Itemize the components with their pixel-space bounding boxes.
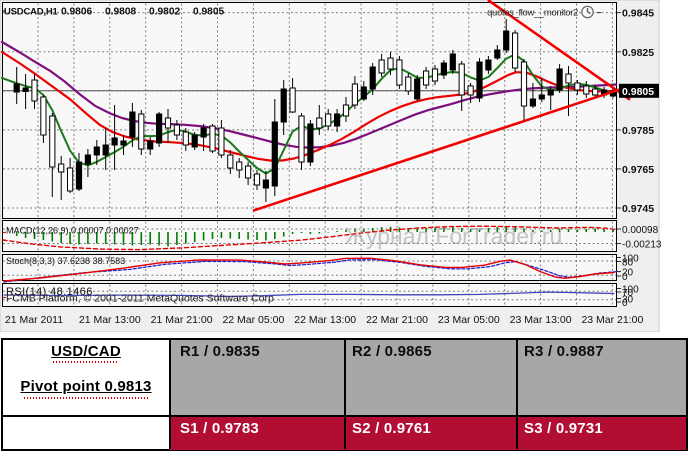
svg-text:USDCAD,H1: USDCAD,H1: [4, 7, 59, 18]
svg-text:0.9825: 0.9825: [622, 47, 654, 59]
svg-text:23 Mar 21:00: 23 Mar 21:00: [581, 314, 643, 326]
svg-text:100: 100: [622, 254, 639, 265]
svg-text:MACD(12,26,9) 0.00007 0.00027: MACD(12,26,9) 0.00007 0.00027: [6, 226, 139, 236]
svg-text:80: 80: [622, 258, 634, 269]
svg-text:21 Mar 2011: 21 Mar 2011: [5, 314, 63, 326]
svg-text:100: 100: [622, 285, 639, 296]
svg-text:22 Mar 21:00: 22 Mar 21:00: [366, 314, 428, 326]
svg-text:22 Mar 13:00: 22 Mar 13:00: [294, 314, 356, 326]
svg-text:0.9845: 0.9845: [622, 8, 654, 20]
svg-text:FCMB Platform, © 2001-2011 Met: FCMB Platform, © 2001-2011 MetaQuotes So…: [6, 293, 274, 305]
svg-text:0.9765: 0.9765: [622, 164, 654, 176]
svg-text:0.9808: 0.9808: [105, 7, 136, 18]
svg-text:21 Mar 21:00: 21 Mar 21:00: [151, 314, 213, 326]
svg-text:21 Mar 13:00: 21 Mar 13:00: [79, 314, 141, 326]
svg-text:0.9802: 0.9802: [149, 7, 180, 18]
svg-text:Журнал ForTrader.ru: Журнал ForTrader.ru: [345, 223, 562, 249]
svg-text:0.9785: 0.9785: [622, 125, 654, 137]
svg-text:0: 0: [622, 298, 628, 309]
svg-text:23 Mar 05:00: 23 Mar 05:00: [438, 314, 500, 326]
svg-text:RSI(14) 48.1466: RSI(14) 48.1466: [6, 286, 93, 298]
svg-text:22 Mar 05:00: 22 Mar 05:00: [222, 314, 284, 326]
svg-text:0.9745: 0.9745: [622, 203, 654, 215]
svg-text:23 Mar 13:00: 23 Mar 13:00: [510, 314, 572, 326]
svg-text:0.9806: 0.9806: [61, 7, 92, 18]
svg-text:70: 70: [622, 288, 634, 299]
svg-text:Stoch(8,3,3) 37.6238 38.7583: Stoch(8,3,3) 37.6238 38.7583: [6, 256, 125, 266]
svg-text:30: 30: [622, 295, 634, 306]
svg-text:0.00098: 0.00098: [622, 225, 659, 236]
svg-text:0: 0: [622, 272, 628, 283]
svg-text:0.9805: 0.9805: [193, 7, 224, 18]
svg-text:20: 20: [622, 268, 634, 279]
svg-text:quotes_flow__monitor2: quotes_flow__monitor2: [487, 8, 578, 19]
svg-text:-0.00213: -0.00213: [622, 240, 662, 251]
svg-text:0.9805: 0.9805: [622, 86, 654, 98]
